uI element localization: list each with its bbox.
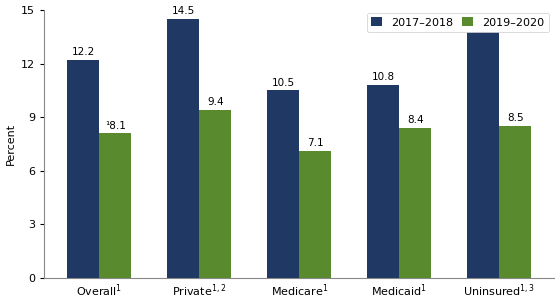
Bar [67,60,99,278]
Bar [267,91,300,278]
Text: 9.4: 9.4 [207,97,223,107]
Text: 8.5: 8.5 [507,113,524,124]
Text: 8.4: 8.4 [407,115,424,125]
Text: ¹8.1: ¹8.1 [105,121,126,131]
Bar [399,128,431,278]
Bar [99,133,131,278]
Y-axis label: Percent: Percent [6,123,16,165]
Bar [167,19,199,278]
Text: 10.5: 10.5 [272,78,295,88]
Text: 7.1: 7.1 [307,138,324,149]
Text: 12.2: 12.2 [72,47,95,57]
Bar [367,85,399,278]
Text: 14.5: 14.5 [172,6,195,16]
Text: 14.0: 14.0 [472,15,495,25]
Text: 10.8: 10.8 [372,72,395,82]
Legend: 2017–2018, 2019–2020: 2017–2018, 2019–2020 [367,13,549,32]
Bar [468,28,500,278]
Bar [300,151,332,278]
Bar [500,126,531,278]
Bar [199,110,231,278]
